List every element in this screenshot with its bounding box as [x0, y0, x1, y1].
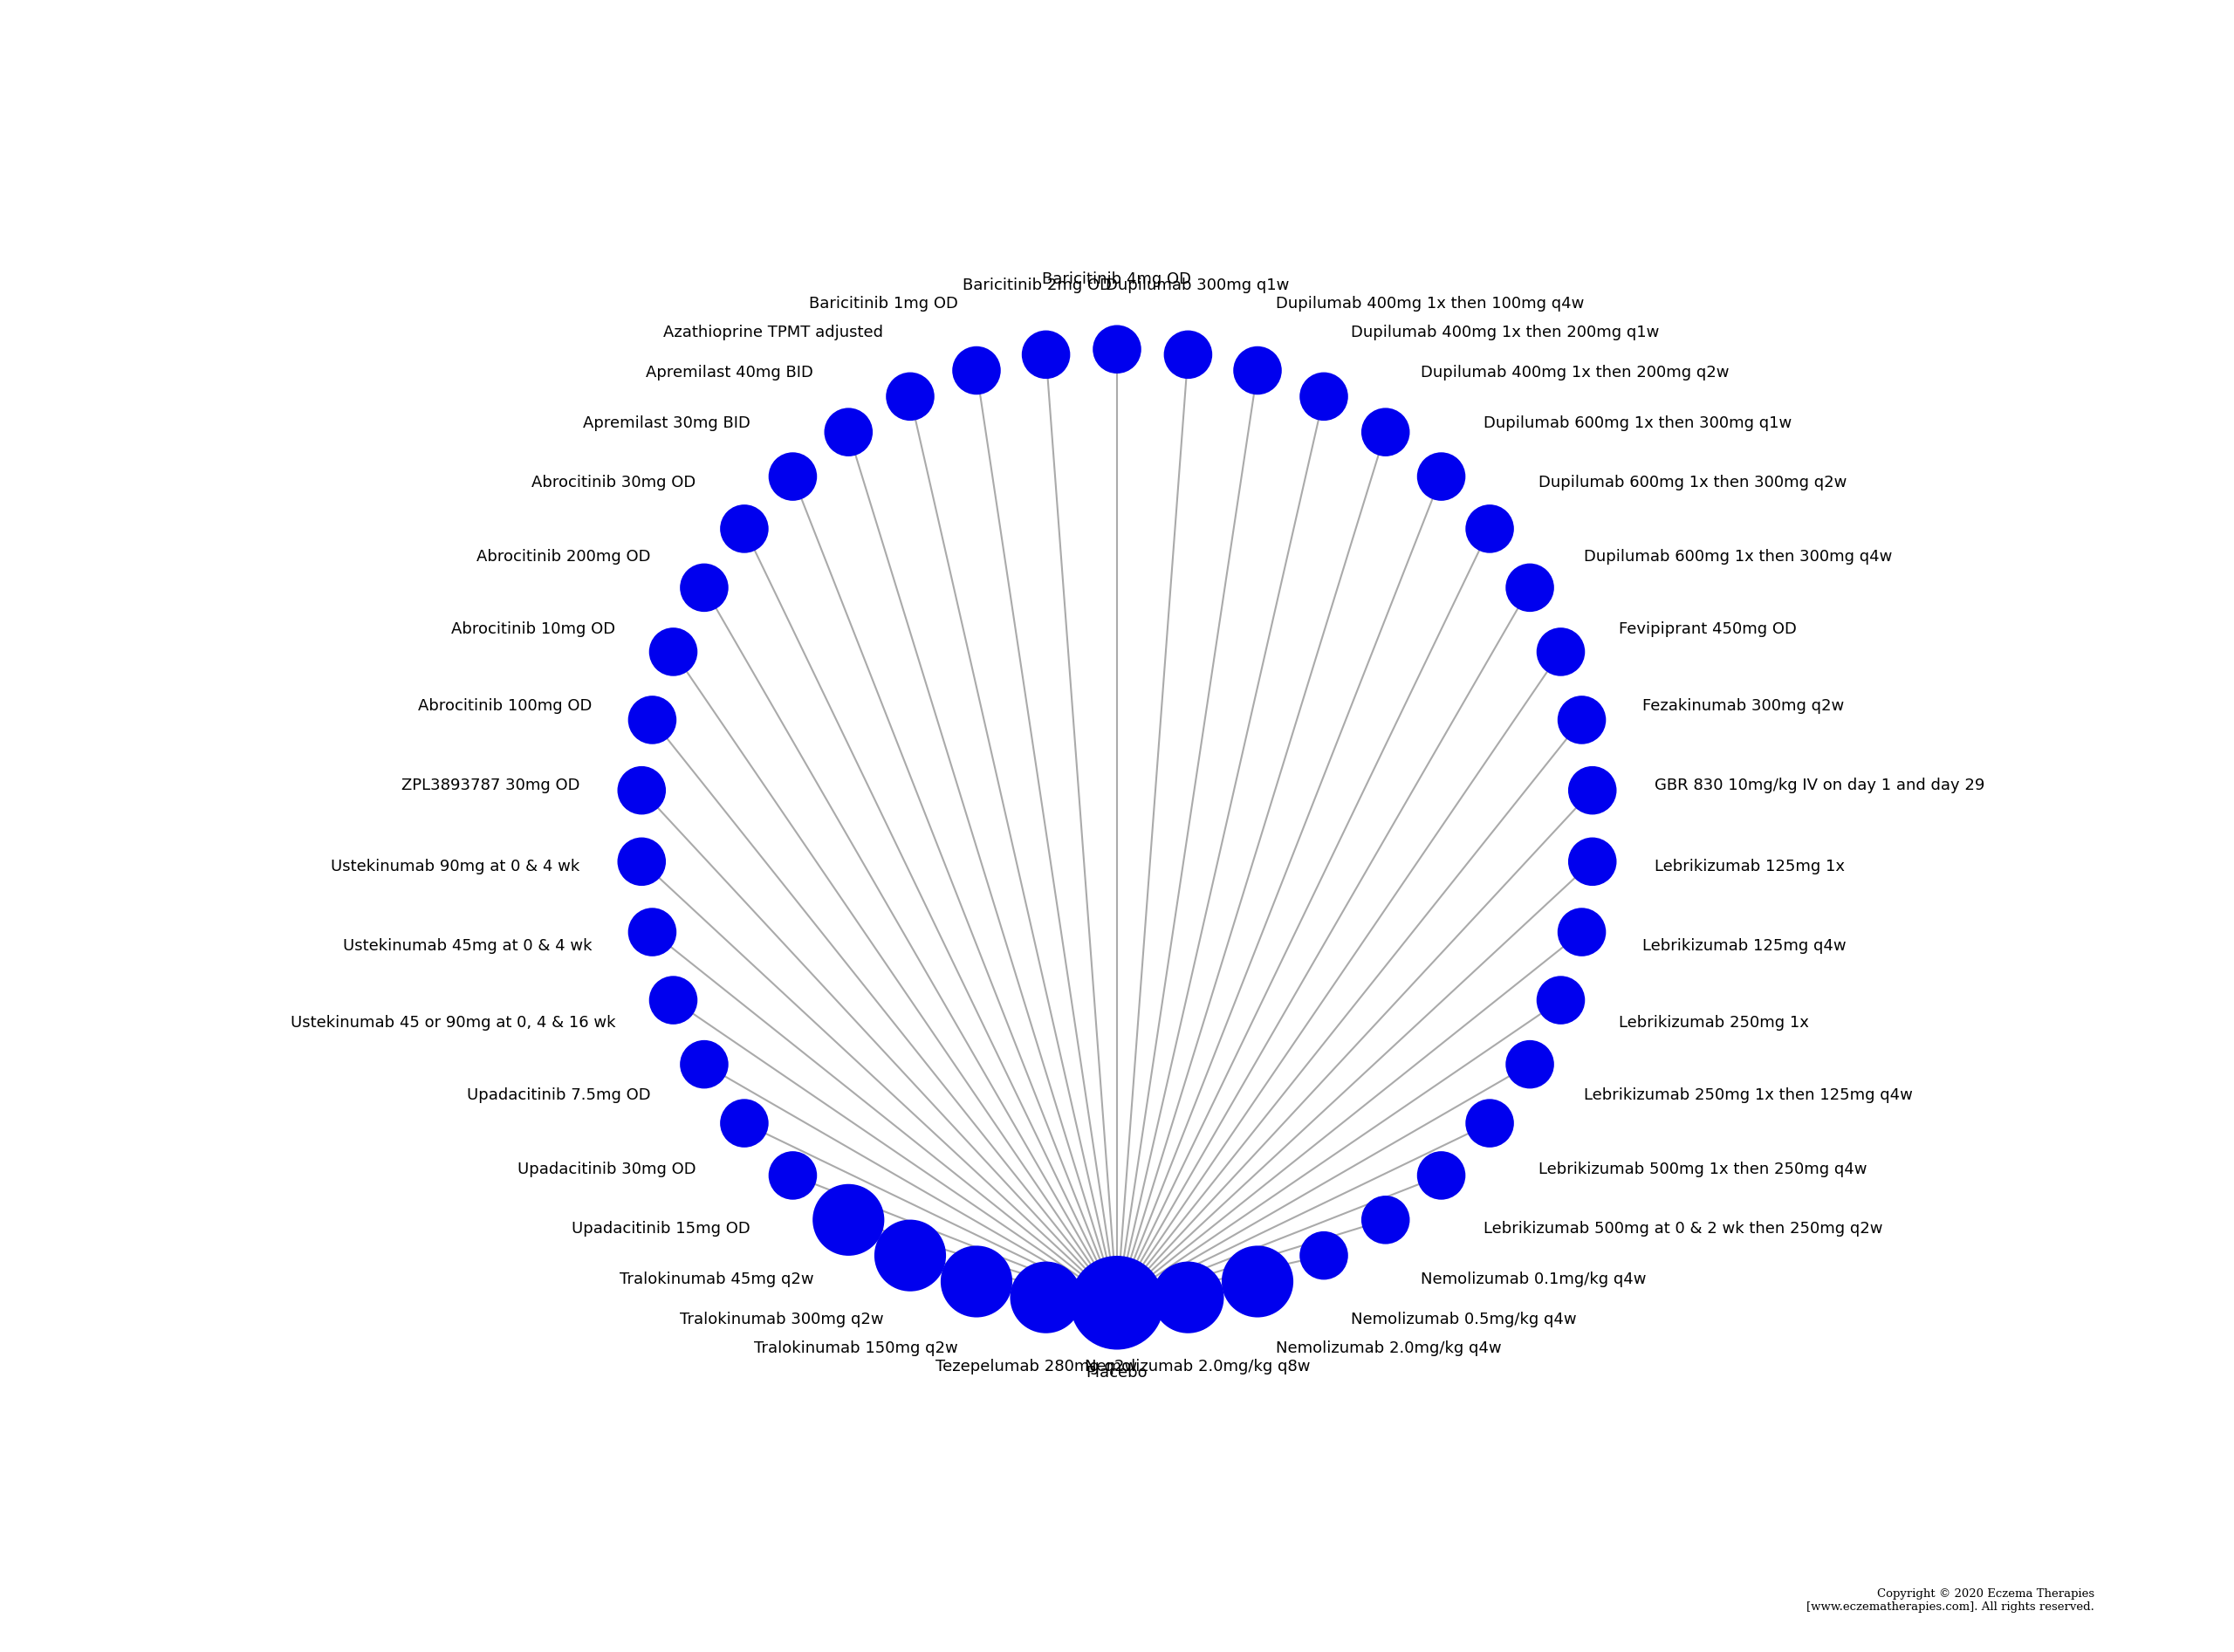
- Point: [686, 1051, 722, 1077]
- Text: Baricitinib 2mg OD: Baricitinib 2mg OD: [963, 278, 1110, 294]
- Text: ZPL3893787 30mg OD: ZPL3893787 30mg OD: [402, 778, 581, 793]
- Point: [1367, 1206, 1403, 1232]
- Point: [958, 1269, 994, 1295]
- Point: [1028, 1284, 1063, 1310]
- Text: Fezakinumab 300mg q2w: Fezakinumab 300mg q2w: [1642, 699, 1843, 714]
- Text: Ustekinumab 90mg at 0 & 4 wk: Ustekinumab 90mg at 0 & 4 wk: [331, 859, 581, 874]
- Point: [686, 575, 722, 601]
- Text: Abrocitinib 30mg OD: Abrocitinib 30mg OD: [532, 474, 695, 491]
- Text: Nemolizumab 2.0mg/kg q8w: Nemolizumab 2.0mg/kg q8w: [1083, 1358, 1309, 1374]
- Text: Lebrikizumab 500mg at 0 & 2 wk then 250mg q2w: Lebrikizumab 500mg at 0 & 2 wk then 250m…: [1483, 1221, 1883, 1237]
- Point: [1544, 639, 1579, 666]
- Text: Lebrikizumab 125mg q4w: Lebrikizumab 125mg q4w: [1642, 938, 1845, 953]
- Text: Tezepelumab 280mg q2w: Tezepelumab 280mg q2w: [936, 1358, 1137, 1374]
- Text: Upadacitinib 30mg OD: Upadacitinib 30mg OD: [518, 1161, 695, 1178]
- Point: [831, 420, 867, 446]
- Text: Fevipiprant 450mg OD: Fevipiprant 450mg OD: [1617, 621, 1796, 638]
- Point: [831, 1206, 867, 1232]
- Point: [891, 1242, 927, 1269]
- Text: Dupilumab 400mg 1x then 200mg q2w: Dupilumab 400mg 1x then 200mg q2w: [1421, 365, 1729, 382]
- Point: [1564, 707, 1600, 733]
- Text: Copyright © 2020 Eczema Therapies
[www.eczematherapies.com]. All rights reserved: Copyright © 2020 Eczema Therapies [www.e…: [1807, 1588, 2093, 1612]
- Text: Tralokinumab 45mg q2w: Tralokinumab 45mg q2w: [619, 1270, 813, 1287]
- Text: Abrocitinib 100mg OD: Abrocitinib 100mg OD: [418, 699, 592, 714]
- Text: Placebo: Placebo: [1086, 1365, 1148, 1381]
- Text: Tralokinumab 300mg q2w: Tralokinumab 300mg q2w: [679, 1312, 882, 1327]
- Point: [1564, 919, 1600, 945]
- Point: [1544, 986, 1579, 1013]
- Point: [1575, 776, 1611, 803]
- Point: [1171, 1284, 1206, 1310]
- Point: [623, 776, 659, 803]
- Text: Abrocitinib 10mg OD: Abrocitinib 10mg OD: [451, 621, 617, 638]
- Point: [775, 1163, 811, 1189]
- Point: [655, 639, 690, 666]
- Point: [655, 986, 690, 1013]
- Point: [891, 383, 927, 410]
- Text: Dupilumab 600mg 1x then 300mg q1w: Dupilumab 600mg 1x then 300mg q1w: [1483, 415, 1792, 431]
- Point: [1099, 335, 1135, 362]
- Text: Upadacitinib 7.5mg OD: Upadacitinib 7.5mg OD: [467, 1087, 650, 1104]
- Text: Azathioprine TPMT adjusted: Azathioprine TPMT adjusted: [663, 325, 882, 340]
- Point: [1423, 463, 1459, 489]
- Point: [1512, 575, 1548, 601]
- Text: Lebrikizumab 500mg 1x then 250mg q4w: Lebrikizumab 500mg 1x then 250mg q4w: [1539, 1161, 1868, 1178]
- Point: [726, 1110, 762, 1137]
- Point: [1472, 515, 1508, 542]
- Point: [1171, 342, 1206, 368]
- Point: [775, 463, 811, 489]
- Point: [958, 357, 994, 383]
- Point: [634, 919, 670, 945]
- Point: [634, 707, 670, 733]
- Text: Apremilast 40mg BID: Apremilast 40mg BID: [646, 365, 813, 382]
- Text: Lebrikizumab 125mg 1x: Lebrikizumab 125mg 1x: [1653, 859, 1845, 874]
- Text: GBR 830 10mg/kg IV on day 1 and day 29: GBR 830 10mg/kg IV on day 1 and day 29: [1653, 778, 1984, 793]
- Text: Baricitinib 4mg OD: Baricitinib 4mg OD: [1043, 271, 1191, 287]
- Point: [1099, 1290, 1135, 1317]
- Text: Dupilumab 600mg 1x then 300mg q2w: Dupilumab 600mg 1x then 300mg q2w: [1539, 474, 1848, 491]
- Point: [1472, 1110, 1508, 1137]
- Point: [1307, 383, 1343, 410]
- Text: Abrocitinib 200mg OD: Abrocitinib 200mg OD: [476, 548, 650, 565]
- Text: Ustekinumab 45 or 90mg at 0, 4 & 16 wk: Ustekinumab 45 or 90mg at 0, 4 & 16 wk: [290, 1014, 617, 1031]
- Text: Nemolizumab 0.1mg/kg q4w: Nemolizumab 0.1mg/kg q4w: [1421, 1270, 1646, 1287]
- Text: Dupilumab 300mg q1w: Dupilumab 300mg q1w: [1106, 278, 1289, 294]
- Point: [1512, 1051, 1548, 1077]
- Text: Ustekinumab 45mg at 0 & 4 wk: Ustekinumab 45mg at 0 & 4 wk: [342, 938, 592, 953]
- Point: [1367, 420, 1403, 446]
- Text: Dupilumab 400mg 1x then 100mg q4w: Dupilumab 400mg 1x then 100mg q4w: [1276, 296, 1584, 311]
- Text: Dupilumab 600mg 1x then 300mg q4w: Dupilumab 600mg 1x then 300mg q4w: [1584, 548, 1892, 565]
- Text: Apremilast 30mg BID: Apremilast 30mg BID: [583, 415, 751, 431]
- Point: [1240, 357, 1276, 383]
- Text: Nemolizumab 2.0mg/kg q4w: Nemolizumab 2.0mg/kg q4w: [1276, 1341, 1501, 1356]
- Text: Nemolizumab 0.5mg/kg q4w: Nemolizumab 0.5mg/kg q4w: [1352, 1312, 1577, 1327]
- Point: [1028, 342, 1063, 368]
- Text: Upadacitinib 15mg OD: Upadacitinib 15mg OD: [572, 1221, 751, 1237]
- Point: [726, 515, 762, 542]
- Text: Lebrikizumab 250mg 1x: Lebrikizumab 250mg 1x: [1617, 1014, 1810, 1031]
- Text: Lebrikizumab 250mg 1x then 125mg q4w: Lebrikizumab 250mg 1x then 125mg q4w: [1584, 1087, 1912, 1104]
- Point: [1423, 1163, 1459, 1189]
- Text: Dupilumab 400mg 1x then 200mg q1w: Dupilumab 400mg 1x then 200mg q1w: [1352, 325, 1660, 340]
- Point: [1240, 1269, 1276, 1295]
- Text: Tralokinumab 150mg q2w: Tralokinumab 150mg q2w: [755, 1341, 958, 1356]
- Text: Baricitinib 1mg OD: Baricitinib 1mg OD: [809, 296, 958, 311]
- Point: [623, 849, 659, 876]
- Point: [1307, 1242, 1343, 1269]
- Point: [1575, 849, 1611, 876]
